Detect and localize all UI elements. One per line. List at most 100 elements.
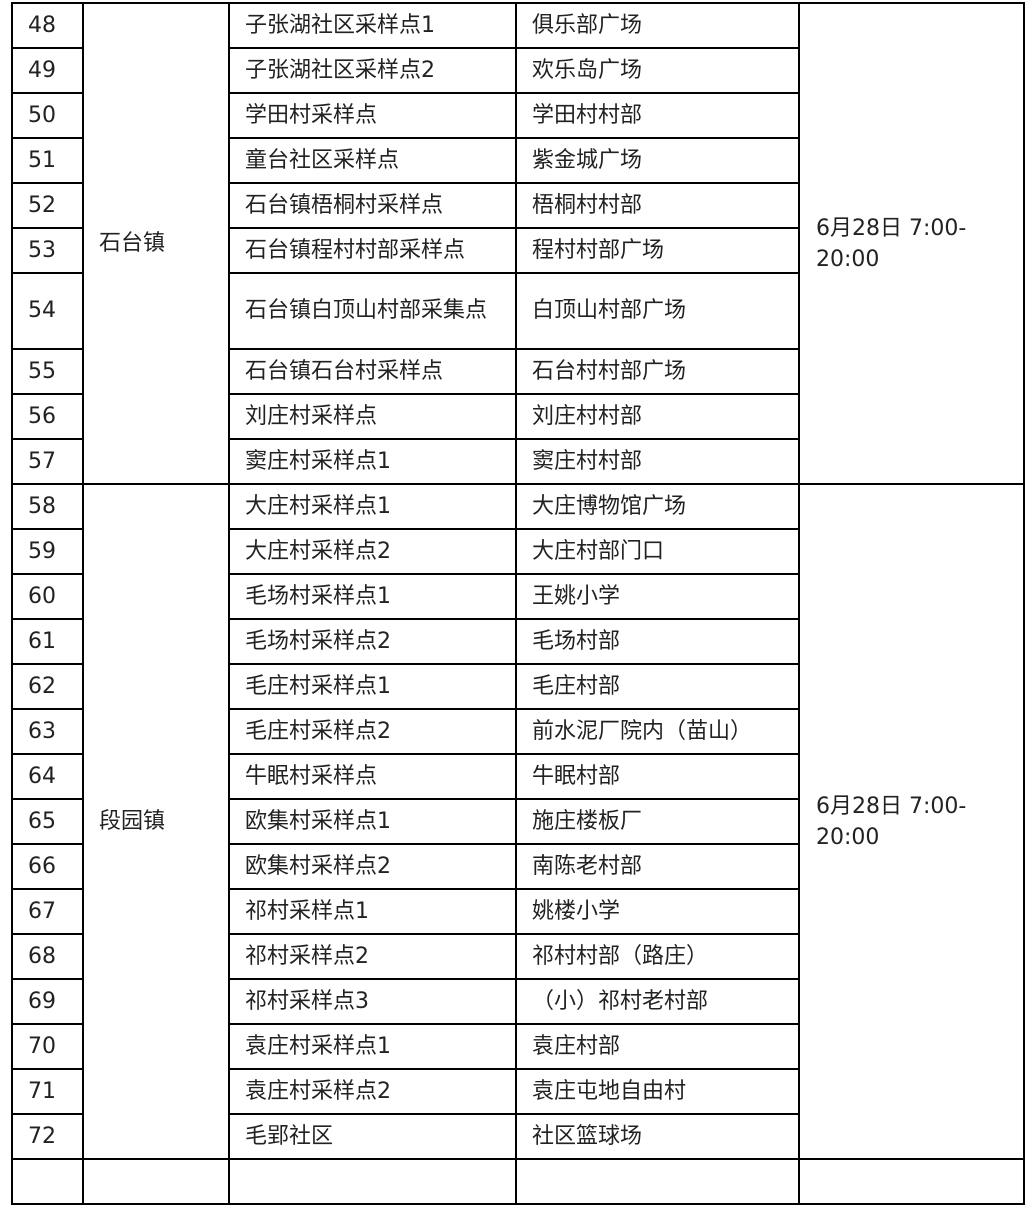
site-name: 大庄村采样点1 bbox=[228, 483, 517, 530]
sampling-time: 6月28日 7:00-20:00 bbox=[798, 483, 1025, 1160]
empty-cell bbox=[798, 1158, 1025, 1205]
site-location: （小）祁村老村部 bbox=[515, 978, 800, 1025]
site-name: 石台镇白顶山村部采集点 bbox=[228, 272, 517, 350]
table-row: 72 毛郢社区 社区篮球场 bbox=[11, 1113, 1024, 1160]
site-location: 姚楼小学 bbox=[515, 888, 800, 935]
table-row: 67 祁村采样点1 姚楼小学 bbox=[11, 888, 1024, 935]
site-location: 窦庄村村部 bbox=[515, 438, 800, 485]
row-number: 53 bbox=[11, 227, 84, 274]
site-location: 大庄村部门口 bbox=[515, 528, 800, 575]
table-row: 49 子张湖社区采样点2 欢乐岛广场 bbox=[11, 47, 1024, 94]
table-row: 48 石台镇 子张湖社区采样点1 俱乐部广场 6月28日 7:00-20:00 bbox=[11, 2, 1025, 485]
row-number: 60 bbox=[11, 573, 84, 620]
site-name: 子张湖社区采样点2 bbox=[228, 47, 517, 94]
row-number: 63 bbox=[11, 708, 84, 755]
site-name: 毛庄村采样点2 bbox=[228, 708, 517, 755]
table-row: 69 祁村采样点3 （小）祁村老村部 bbox=[11, 978, 1024, 1025]
row-number: 61 bbox=[11, 618, 84, 665]
table-row: 71 袁庄村采样点2 袁庄屯地自由村 bbox=[11, 1068, 1024, 1115]
site-name: 毛郢社区 bbox=[228, 1113, 517, 1160]
row-number: 66 bbox=[11, 843, 84, 890]
site-location: 袁庄屯地自由村 bbox=[515, 1068, 800, 1115]
site-name: 窦庄村采样点1 bbox=[228, 438, 517, 485]
table-row: 55 石台镇石台村采样点 石台村村部广场 bbox=[11, 348, 1024, 395]
table-row: 53 石台镇程村村部采样点 程村村部广场 bbox=[11, 227, 1024, 274]
row-number: 64 bbox=[11, 753, 84, 800]
site-location: 刘庄村村部 bbox=[515, 393, 800, 440]
row-number: 59 bbox=[11, 528, 84, 575]
town-name: 石台镇 bbox=[82, 2, 230, 485]
table-row: 65 欧集村采样点1 施庄楼板厂 bbox=[11, 798, 1024, 845]
site-name: 袁庄村采样点2 bbox=[228, 1068, 517, 1115]
site-location: 前水泥厂院内（苗山） bbox=[515, 708, 800, 755]
row-number: 72 bbox=[11, 1113, 84, 1160]
site-location: 欢乐岛广场 bbox=[515, 47, 800, 94]
site-name: 祁村采样点1 bbox=[228, 888, 517, 935]
site-location: 学田村村部 bbox=[515, 92, 800, 139]
table-row: 50 学田村采样点 学田村村部 bbox=[11, 92, 1024, 139]
site-name: 欧集村采样点2 bbox=[228, 843, 517, 890]
table-row: 56 刘庄村采样点 刘庄村村部 bbox=[11, 393, 1024, 440]
table-row: 63 毛庄村采样点2 前水泥厂院内（苗山） bbox=[11, 708, 1024, 755]
row-number: 54 bbox=[11, 272, 84, 350]
site-name: 子张湖社区采样点1 bbox=[228, 2, 517, 49]
site-name: 石台镇梧桐村采样点 bbox=[228, 182, 517, 229]
site-name: 石台镇石台村采样点 bbox=[228, 348, 517, 395]
site-name: 毛场村采样点1 bbox=[228, 573, 517, 620]
site-name: 石台镇程村村部采样点 bbox=[228, 227, 517, 274]
row-number: 68 bbox=[11, 933, 84, 980]
table-row: 70 袁庄村采样点1 袁庄村部 bbox=[11, 1023, 1024, 1070]
empty-cell bbox=[515, 1158, 800, 1205]
empty-cell bbox=[82, 1158, 230, 1205]
table-row: 64 牛眠村采样点 牛眠村部 bbox=[11, 753, 1024, 800]
site-location: 毛庄村部 bbox=[515, 663, 800, 710]
row-number: 48 bbox=[11, 2, 84, 49]
site-name: 祁村采样点2 bbox=[228, 933, 517, 980]
site-location: 施庄楼板厂 bbox=[515, 798, 800, 845]
site-name: 学田村采样点 bbox=[228, 92, 517, 139]
site-name: 毛庄村采样点1 bbox=[228, 663, 517, 710]
site-location: 祁村村部（路庄） bbox=[515, 933, 800, 980]
table-row: 57 窦庄村采样点1 窦庄村村部 bbox=[11, 438, 1024, 485]
row-number: 70 bbox=[11, 1023, 84, 1070]
town-name: 段园镇 bbox=[82, 483, 230, 1160]
table-row: 68 祁村采样点2 祁村村部（路庄） bbox=[11, 933, 1024, 980]
table-row: 54 石台镇白顶山村部采集点 白顶山村部广场 bbox=[11, 272, 1024, 350]
site-location: 程村村部广场 bbox=[515, 227, 800, 274]
sampling-sites-table: 48 石台镇 子张湖社区采样点1 俱乐部广场 6月28日 7:00-20:00 49 子张湖… bbox=[11, 2, 1025, 1205]
site-location: 梧桐村村部 bbox=[515, 182, 800, 229]
table-row-partial bbox=[11, 1158, 1025, 1205]
table-row: 60 毛场村采样点1 王姚小学 bbox=[11, 573, 1024, 620]
site-name: 大庄村采样点2 bbox=[228, 528, 517, 575]
row-number: 55 bbox=[11, 348, 84, 395]
row-number: 56 bbox=[11, 393, 84, 440]
site-name: 祁村采样点3 bbox=[228, 978, 517, 1025]
site-location: 白顶山村部广场 bbox=[515, 272, 800, 350]
table-row: 62 毛庄村采样点1 毛庄村部 bbox=[11, 663, 1024, 710]
row-number: 52 bbox=[11, 182, 84, 229]
row-number: 65 bbox=[11, 798, 84, 845]
row-number: 71 bbox=[11, 1068, 84, 1115]
row-number: 50 bbox=[11, 92, 84, 139]
row-number: 57 bbox=[11, 438, 84, 485]
table-row: 51 童台社区采样点 紫金城广场 bbox=[11, 137, 1024, 184]
site-name: 欧集村采样点1 bbox=[228, 798, 517, 845]
site-name: 童台社区采样点 bbox=[228, 137, 517, 184]
row-number: 51 bbox=[11, 137, 84, 184]
site-name: 袁庄村采样点1 bbox=[228, 1023, 517, 1070]
site-location: 大庄博物馆广场 bbox=[515, 483, 800, 530]
empty-cell bbox=[228, 1158, 517, 1205]
site-location: 石台村村部广场 bbox=[515, 348, 800, 395]
table-row: 52 石台镇梧桐村采样点 梧桐村村部 bbox=[11, 182, 1024, 229]
table-row: 58 段园镇 大庄村采样点1 大庄博物馆广场 6月28日 7:00-20:00 bbox=[11, 483, 1025, 1160]
site-location: 王姚小学 bbox=[515, 573, 800, 620]
sampling-time: 6月28日 7:00-20:00 bbox=[798, 2, 1025, 485]
row-number: 49 bbox=[11, 47, 84, 94]
table-row: 66 欧集村采样点2 南陈老村部 bbox=[11, 843, 1024, 890]
site-name: 牛眠村采样点 bbox=[228, 753, 517, 800]
site-name: 毛场村采样点2 bbox=[228, 618, 517, 665]
table-row: 59 大庄村采样点2 大庄村部门口 bbox=[11, 528, 1024, 575]
row-number: 58 bbox=[11, 483, 84, 530]
site-location: 毛场村部 bbox=[515, 618, 800, 665]
table-body: 48 石台镇 子张湖社区采样点1 俱乐部广场 6月28日 7:00-20:00 49 子张湖… bbox=[11, 2, 1025, 1205]
